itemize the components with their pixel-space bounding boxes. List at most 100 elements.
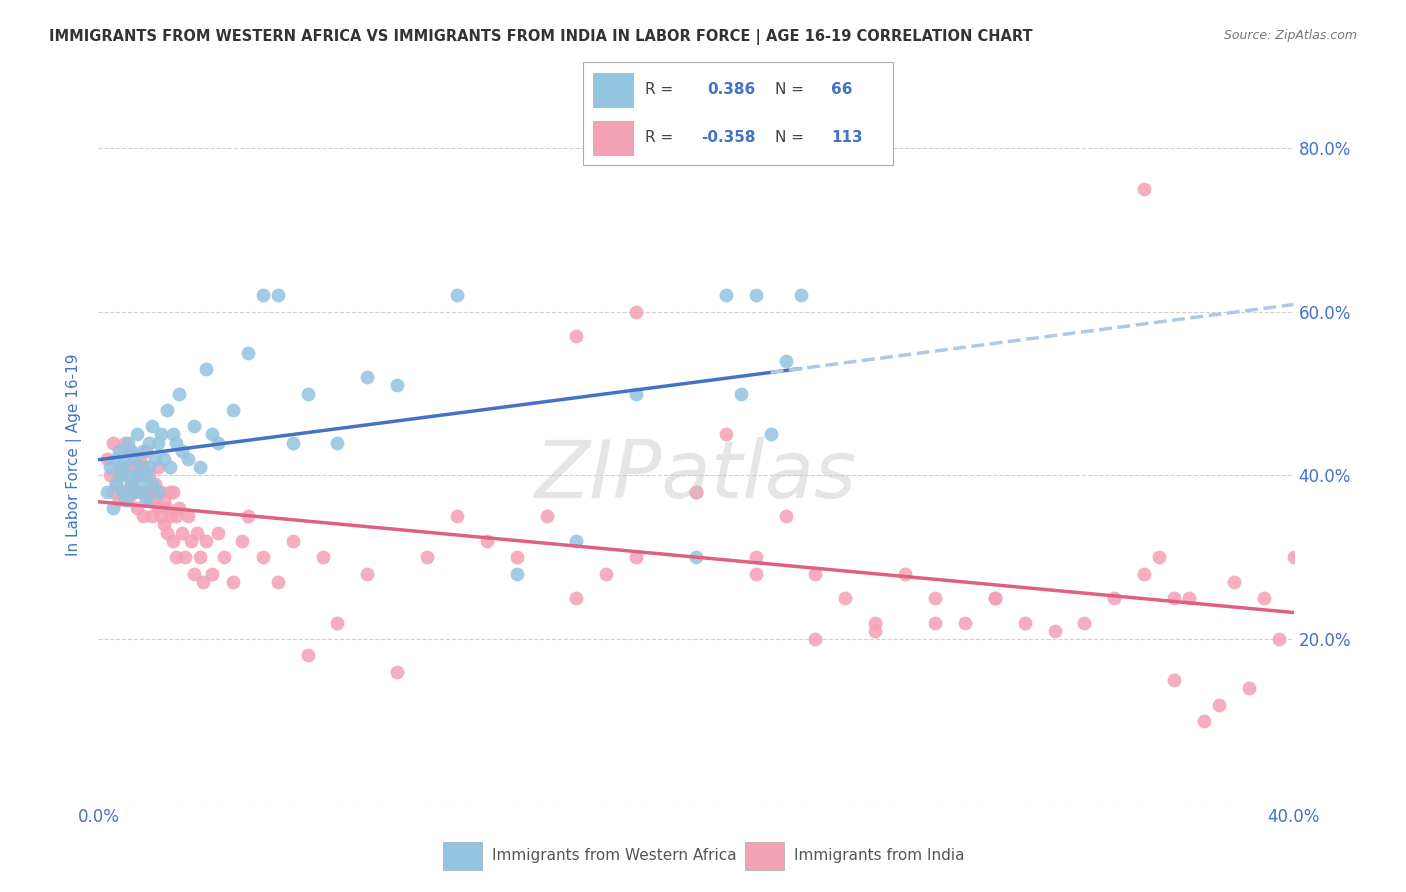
Point	[183, 419, 205, 434]
Point	[138, 468, 160, 483]
Point	[281, 533, 304, 548]
Point	[132, 484, 155, 499]
Point	[759, 427, 782, 442]
Point	[714, 288, 737, 302]
Point	[1192, 714, 1215, 728]
Point	[111, 460, 134, 475]
Point	[172, 443, 194, 458]
Text: Immigrants from India: Immigrants from India	[794, 848, 965, 863]
Point	[124, 484, 146, 499]
Point	[356, 370, 378, 384]
Point	[730, 386, 752, 401]
Point	[804, 566, 827, 581]
Point	[745, 566, 768, 581]
Point	[117, 492, 139, 507]
Point	[356, 566, 378, 581]
Point	[252, 288, 274, 302]
Point	[984, 591, 1007, 606]
Point	[105, 452, 128, 467]
Point	[135, 492, 157, 507]
Point	[111, 468, 134, 483]
Point	[124, 452, 146, 467]
Point	[129, 476, 152, 491]
Point	[156, 403, 179, 417]
Point	[231, 533, 253, 548]
Point	[626, 386, 648, 401]
Text: Immigrants from Western Africa: Immigrants from Western Africa	[492, 848, 737, 863]
Point	[191, 574, 214, 589]
Point	[165, 509, 187, 524]
Point	[775, 353, 797, 368]
Point	[153, 492, 176, 507]
Point	[207, 435, 229, 450]
Point	[195, 533, 218, 548]
Point	[167, 501, 190, 516]
Point	[111, 443, 134, 458]
Point	[595, 566, 617, 581]
Point	[150, 509, 173, 524]
Point	[565, 591, 588, 606]
Point	[148, 484, 170, 499]
Point	[252, 550, 274, 565]
Bar	[593, 121, 633, 155]
Point	[326, 615, 349, 630]
Point	[117, 460, 139, 475]
Point	[506, 550, 529, 565]
Point	[111, 484, 134, 499]
Point	[132, 460, 155, 475]
Point	[129, 484, 152, 499]
Y-axis label: In Labor Force | Age 16-19: In Labor Force | Age 16-19	[66, 353, 83, 557]
Point	[536, 509, 558, 524]
Point	[1104, 591, 1126, 606]
Point	[103, 435, 125, 450]
Point	[132, 443, 155, 458]
Point	[148, 460, 170, 475]
Point	[177, 452, 200, 467]
Point	[1073, 615, 1095, 630]
Point	[1043, 624, 1066, 638]
Point	[120, 443, 142, 458]
Point	[626, 550, 648, 565]
Point	[1223, 574, 1246, 589]
Point	[153, 517, 176, 532]
Point	[1133, 566, 1156, 581]
Point	[565, 329, 588, 343]
Point	[281, 435, 304, 450]
Point	[626, 304, 648, 318]
Point	[124, 460, 146, 475]
Point	[105, 476, 128, 491]
Point	[138, 492, 160, 507]
Point	[475, 533, 498, 548]
Bar	[443, 842, 481, 870]
Text: N =: N =	[775, 130, 804, 145]
Point	[1208, 698, 1230, 712]
Text: N =: N =	[775, 82, 804, 97]
Point	[1163, 673, 1185, 687]
Point	[156, 501, 179, 516]
Point	[188, 550, 211, 565]
Point	[212, 550, 235, 565]
Point	[129, 452, 152, 467]
Text: ZIPatlas: ZIPatlas	[534, 437, 858, 515]
Text: 0.386: 0.386	[707, 82, 755, 97]
Point	[162, 484, 184, 499]
Point	[124, 484, 146, 499]
Bar	[745, 842, 785, 870]
Point	[141, 484, 163, 499]
Point	[385, 378, 409, 392]
Point	[222, 403, 245, 417]
Point	[138, 460, 160, 475]
Point	[1163, 591, 1185, 606]
Text: 113: 113	[831, 130, 862, 145]
Point	[105, 476, 128, 491]
Point	[267, 574, 290, 589]
Point	[1267, 632, 1289, 646]
Point	[135, 443, 157, 458]
Point	[1147, 550, 1170, 565]
Point	[172, 525, 194, 540]
Point	[120, 443, 142, 458]
Point	[98, 460, 122, 475]
Point	[129, 460, 152, 475]
Point	[156, 525, 179, 540]
Point	[565, 533, 588, 548]
